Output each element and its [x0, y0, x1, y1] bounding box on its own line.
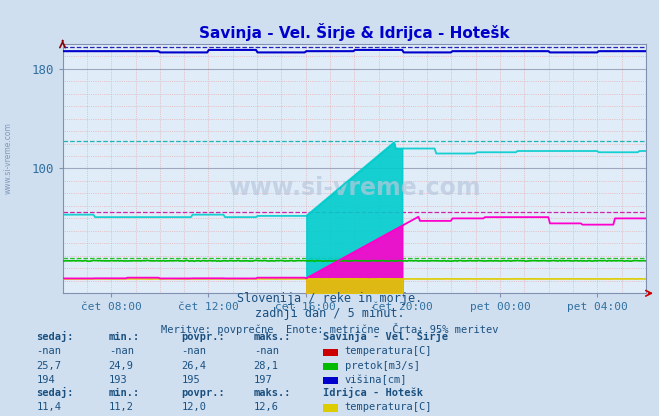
Text: -nan: -nan: [36, 347, 61, 357]
Text: www.si-vreme.com: www.si-vreme.com: [228, 176, 480, 201]
Text: 28,1: 28,1: [254, 361, 279, 371]
Text: povpr.:: povpr.:: [181, 332, 225, 342]
Text: min.:: min.:: [109, 332, 140, 342]
Text: 12,0: 12,0: [181, 402, 206, 412]
Text: -nan: -nan: [254, 347, 279, 357]
Text: 12,6: 12,6: [254, 402, 279, 412]
Text: Meritve: povprečne  Enote: metrične  Črta: 95% meritev: Meritve: povprečne Enote: metrične Črta:…: [161, 323, 498, 335]
Text: maks.:: maks.:: [254, 388, 291, 398]
Text: -nan: -nan: [109, 347, 134, 357]
Text: zadnji dan / 5 minut.: zadnji dan / 5 minut.: [254, 307, 405, 320]
Text: 197: 197: [254, 375, 272, 385]
Text: pretok[m3/s]: pretok[m3/s]: [345, 361, 420, 371]
Text: temperatura[C]: temperatura[C]: [345, 347, 432, 357]
Text: 193: 193: [109, 375, 127, 385]
Text: -nan: -nan: [181, 347, 206, 357]
Text: maks.:: maks.:: [254, 332, 291, 342]
Text: 11,2: 11,2: [109, 402, 134, 412]
Text: min.:: min.:: [109, 388, 140, 398]
Text: 25,7: 25,7: [36, 361, 61, 371]
Text: Slovenija / reke in morje.: Slovenija / reke in morje.: [237, 292, 422, 305]
Text: 26,4: 26,4: [181, 361, 206, 371]
Text: 11,4: 11,4: [36, 402, 61, 412]
Text: sedaj:: sedaj:: [36, 387, 74, 398]
Text: sedaj:: sedaj:: [36, 331, 74, 342]
Text: Idrijca - Hotešk: Idrijca - Hotešk: [323, 387, 423, 398]
Text: povpr.:: povpr.:: [181, 388, 225, 398]
Text: 24,9: 24,9: [109, 361, 134, 371]
Text: temperatura[C]: temperatura[C]: [345, 402, 432, 412]
Title: Savinja - Vel. Širje & Idrijca - Hotešk: Savinja - Vel. Širje & Idrijca - Hotešk: [199, 23, 509, 41]
Text: www.si-vreme.com: www.si-vreme.com: [3, 122, 13, 194]
Text: Savinja - Vel. Širje: Savinja - Vel. Širje: [323, 330, 448, 342]
Text: 195: 195: [181, 375, 200, 385]
Text: 194: 194: [36, 375, 55, 385]
Text: višina[cm]: višina[cm]: [345, 374, 407, 385]
